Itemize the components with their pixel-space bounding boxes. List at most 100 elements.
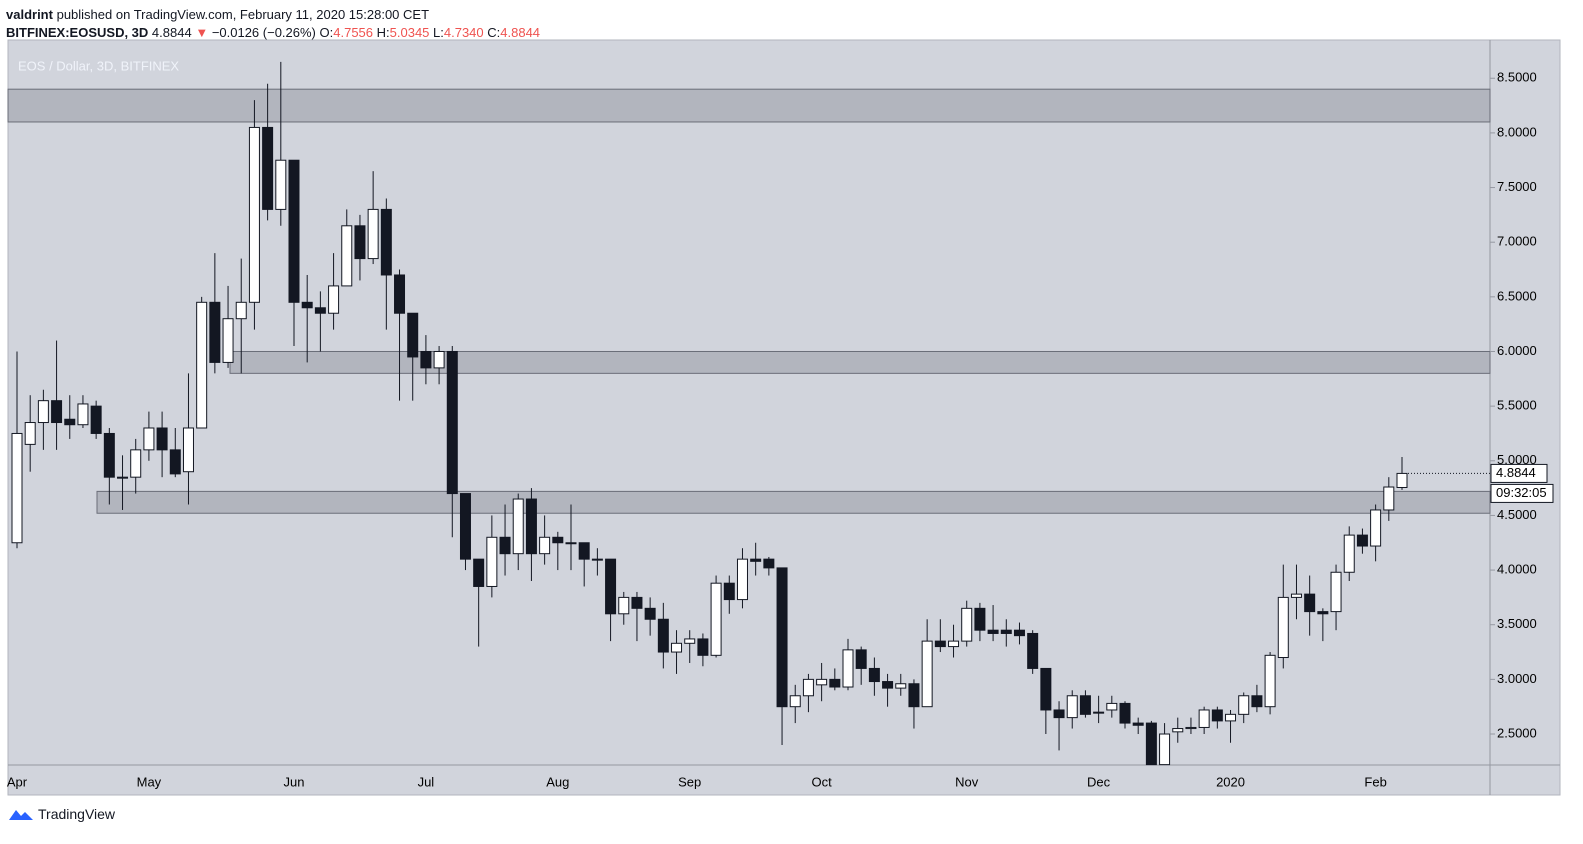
candle-body: [1356, 534, 1368, 547]
candle-body: [987, 629, 999, 634]
candle-body: [51, 400, 63, 424]
candle-body: [1330, 571, 1342, 613]
candle-body: [1185, 726, 1197, 730]
candle-body: [697, 638, 709, 656]
candle-body: [420, 350, 432, 369]
candle-body: [169, 449, 181, 475]
candle-body: [565, 542, 577, 545]
candle-body: [486, 536, 498, 587]
candle-body: [750, 558, 762, 562]
candle-body: [262, 126, 274, 210]
candle-body: [1027, 632, 1039, 669]
y-tick-label: 8.0000: [1497, 124, 1537, 139]
x-tick-label: Dec: [1087, 774, 1111, 789]
candle-body: [64, 418, 76, 426]
candle-body: [882, 681, 894, 689]
candle-body: [288, 159, 300, 303]
candle-body: [829, 678, 841, 688]
candle-body: [1053, 709, 1065, 719]
candle-body: [196, 301, 208, 429]
chart-legend: EOS / Dollar, 3D, BITFINEX: [18, 58, 179, 73]
candle-body: [644, 607, 656, 620]
candle-body: [710, 582, 722, 656]
candle-body: [499, 536, 511, 555]
x-tick-label: Sep: [678, 774, 701, 789]
x-tick-label: Jul: [418, 774, 435, 789]
candle-body: [1343, 534, 1355, 573]
last: 4.8844: [151, 25, 192, 40]
header: valdrint published on TradingView.com, F…: [6, 6, 540, 42]
y-tick-label: 3.5000: [1497, 616, 1537, 631]
candle-body: [248, 126, 260, 303]
candle-body: [11, 432, 23, 544]
candle-body: [974, 607, 986, 631]
brand: TradingView: [38, 806, 116, 822]
candle-body: [24, 422, 36, 445]
candle-body: [314, 307, 326, 314]
candle-body: [539, 536, 551, 555]
candle-body: [1132, 722, 1144, 726]
candle-body: [341, 225, 353, 287]
candle-body: [776, 567, 788, 708]
close: 4.8844: [500, 25, 541, 40]
arrow: ▼: [195, 25, 209, 40]
y-tick-label: 4.0000: [1497, 562, 1537, 577]
candle-body: [631, 596, 643, 609]
chart: EOS / Dollar, 3D, BITFINEX 2.5000 3.0000 3…: [7, 39, 1561, 796]
candle-body: [1066, 695, 1078, 719]
candle-body: [446, 350, 458, 495]
y-tick-label: 6.5000: [1497, 288, 1537, 303]
candle-body: [1145, 722, 1157, 766]
x-tick-label: Apr: [7, 774, 28, 789]
change: −0.0126 (−0.26%): [211, 25, 316, 40]
candle-body: [222, 318, 234, 363]
candle-body: [1370, 509, 1382, 547]
countdown-box: [1490, 483, 1554, 503]
x-tick-label: May: [137, 774, 162, 789]
zone: [229, 350, 1491, 374]
candle-body: [671, 642, 683, 653]
candle-body: [684, 638, 696, 644]
logo: [9, 810, 33, 820]
candle-body: [182, 427, 194, 473]
y-tick-label: 5.5000: [1497, 398, 1537, 413]
o-label: O:: [319, 25, 334, 40]
candle-body: [473, 558, 485, 587]
candle-body: [1251, 695, 1263, 708]
zone: [96, 490, 1491, 514]
candle-body: [921, 640, 933, 708]
candle-body: [1264, 654, 1276, 708]
symbol: BITFINEX:EOSUSD, 3D: [6, 25, 149, 40]
open: 4.7556: [333, 25, 374, 40]
candle-body: [130, 449, 142, 478]
candle-body: [90, 405, 102, 434]
y-tick-label: 5.0000: [1497, 452, 1537, 467]
candle-body: [842, 649, 854, 688]
candle-body: [657, 618, 669, 653]
candle-body: [578, 542, 590, 560]
candle-body: [328, 285, 340, 314]
candle-body: [948, 640, 960, 648]
candle-body: [1198, 709, 1210, 728]
candle-body: [802, 678, 814, 697]
candle-body: [433, 350, 445, 369]
x-tick-label: Jun: [284, 774, 305, 789]
candle-body: [1040, 667, 1052, 711]
last-price-box: [1490, 463, 1548, 483]
candle-body: [156, 427, 168, 451]
x-tick-label: 2020: [1216, 774, 1245, 789]
candle-body: [789, 695, 801, 708]
y-tick-label: 2.5000: [1497, 725, 1537, 740]
y-tick-label: 7.0000: [1497, 234, 1537, 249]
candle-body: [736, 558, 748, 601]
candle-body: [1119, 702, 1131, 724]
candle-body: [618, 596, 630, 615]
x-tick-label: Oct: [812, 774, 833, 789]
author: valdrint: [6, 7, 53, 22]
candle-body: [512, 498, 524, 555]
candle-body: [816, 678, 828, 686]
candle-body: [763, 558, 775, 569]
last-price-label: 4.8844: [1496, 465, 1536, 480]
candle-body: [103, 432, 115, 478]
candle-body: [1000, 629, 1012, 634]
